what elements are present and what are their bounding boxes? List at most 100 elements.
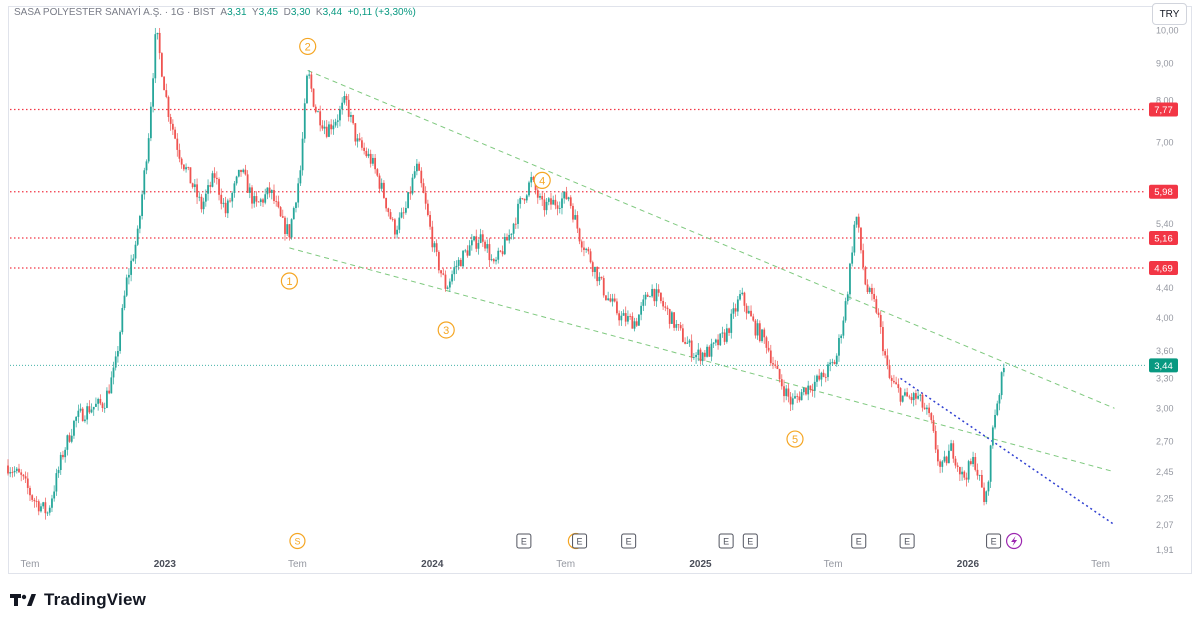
candle-body bbox=[884, 351, 887, 356]
candle-body bbox=[976, 469, 979, 476]
earnings-marker-label: E bbox=[521, 537, 527, 547]
price-level-label: 7,77 bbox=[1154, 105, 1173, 116]
candle-body bbox=[1002, 367, 1005, 373]
candle-body bbox=[204, 193, 207, 202]
candle-body bbox=[578, 228, 581, 242]
split-marker bbox=[289, 532, 306, 550]
candle-body bbox=[725, 328, 728, 342]
candle-body bbox=[802, 387, 805, 393]
candle-body bbox=[580, 241, 583, 248]
candle-body bbox=[952, 443, 955, 459]
candle-body bbox=[635, 321, 638, 326]
candle-body bbox=[761, 329, 763, 342]
candle-body bbox=[354, 123, 357, 142]
candle-body bbox=[871, 287, 873, 294]
candle-body bbox=[270, 190, 273, 193]
price-level-tag bbox=[1149, 261, 1178, 276]
ohlc-close: K3,44 bbox=[315, 7, 343, 18]
candle-body bbox=[657, 289, 660, 293]
candle-body bbox=[833, 361, 836, 365]
candle-body bbox=[468, 245, 471, 256]
candle-body bbox=[259, 199, 262, 203]
y-tick-label: 2,70 bbox=[1156, 436, 1174, 446]
candle-body bbox=[912, 393, 915, 401]
candle-body bbox=[53, 491, 56, 499]
candle-body bbox=[642, 299, 645, 306]
symbol-title: SASA POLYESTER SANAYİ A.Ş. · 1G · BIST bbox=[14, 7, 216, 18]
candle-body bbox=[875, 299, 878, 313]
earnings-marker bbox=[899, 533, 915, 549]
candle-body bbox=[947, 450, 950, 464]
candle-body bbox=[88, 406, 91, 413]
candle-body bbox=[829, 362, 832, 365]
wave-label: 3 bbox=[443, 325, 449, 337]
candle-body bbox=[242, 169, 245, 173]
earnings-marker bbox=[742, 533, 758, 549]
candle-body bbox=[969, 461, 972, 465]
y-tick-label: 4,40 bbox=[1156, 283, 1174, 293]
candle-body bbox=[409, 192, 412, 194]
candle-body bbox=[99, 398, 102, 404]
candle-body bbox=[156, 32, 159, 35]
chart-frame[interactable] bbox=[8, 6, 1192, 574]
trendline bbox=[900, 377, 1115, 526]
candle-body bbox=[675, 324, 678, 328]
candle-body bbox=[539, 196, 541, 198]
candle-body bbox=[906, 392, 909, 397]
lightning-icon bbox=[1011, 536, 1018, 546]
candle-body bbox=[339, 109, 341, 121]
candle-body bbox=[314, 106, 317, 112]
candle-body bbox=[708, 346, 711, 357]
candle-body bbox=[429, 215, 431, 227]
candle-body bbox=[86, 406, 89, 420]
candle-body bbox=[936, 449, 939, 462]
currency-button[interactable]: TRY bbox=[1152, 3, 1187, 25]
candle-body bbox=[457, 259, 460, 266]
candle-body bbox=[451, 274, 453, 282]
candle-body bbox=[664, 306, 667, 308]
candle-body bbox=[758, 323, 761, 342]
candle-body bbox=[455, 265, 458, 268]
candle-body bbox=[587, 248, 590, 252]
tradingview-logo[interactable]: TradingView bbox=[10, 590, 146, 610]
candle-body bbox=[805, 387, 807, 395]
candle-body bbox=[794, 396, 796, 399]
candle-body bbox=[464, 250, 467, 252]
candle-body bbox=[369, 153, 372, 164]
candle-body bbox=[963, 471, 966, 478]
candle-body bbox=[66, 435, 69, 450]
y-tick-label: 2,25 bbox=[1156, 494, 1174, 504]
candle-body bbox=[18, 468, 20, 473]
candle-body bbox=[264, 194, 267, 203]
candle-body bbox=[323, 126, 326, 129]
candle-body bbox=[251, 187, 253, 204]
candle-body bbox=[358, 138, 361, 141]
candle-body bbox=[240, 169, 242, 173]
candle-body bbox=[215, 177, 218, 180]
wave-label: 1 bbox=[286, 276, 292, 288]
candle-body bbox=[33, 499, 36, 502]
candle-body bbox=[158, 32, 161, 54]
candle-body bbox=[827, 364, 829, 378]
candle-body bbox=[440, 270, 442, 274]
candle-body bbox=[525, 195, 528, 201]
candle-body bbox=[418, 163, 420, 171]
candle-body bbox=[411, 177, 414, 194]
candle-body bbox=[939, 461, 941, 467]
y-tick-label: 3,30 bbox=[1156, 373, 1174, 383]
candle-body bbox=[59, 454, 62, 471]
candle-body bbox=[136, 228, 139, 245]
candle-body bbox=[701, 352, 704, 362]
x-tick-label: Tem bbox=[556, 559, 575, 570]
candle-body bbox=[422, 183, 425, 193]
candle-body bbox=[609, 298, 612, 302]
candle-body bbox=[154, 34, 157, 79]
candle-body bbox=[75, 416, 78, 421]
price-change: +0,11 (+3,30%) bbox=[347, 7, 416, 18]
x-tick-label: Tem bbox=[288, 559, 307, 570]
candle-body bbox=[923, 407, 926, 410]
candle-body bbox=[213, 173, 216, 178]
candle-body bbox=[110, 377, 113, 394]
candle-body bbox=[550, 198, 552, 205]
